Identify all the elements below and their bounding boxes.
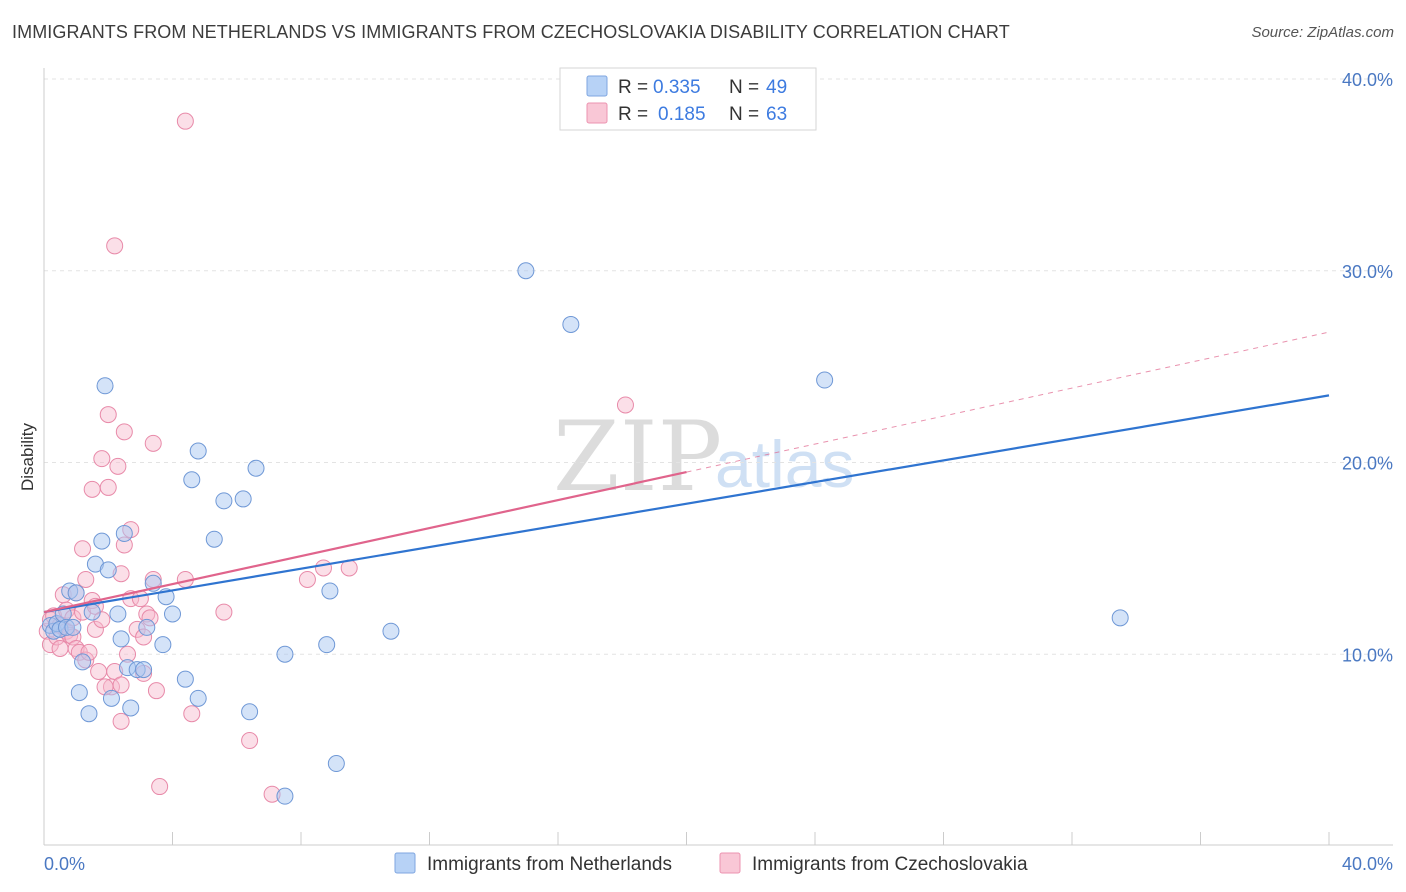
series-netherlands-points: [41, 262, 1129, 805]
czechoslovakia-point: [106, 237, 124, 255]
bottom-legend-label-netherlands: Immigrants from Netherlands: [427, 854, 672, 875]
netherlands-point: [816, 371, 834, 389]
y-tick-label: 20.0%: [1342, 454, 1393, 474]
y-tick-label: 40.0%: [1342, 70, 1393, 90]
netherlands-point: [205, 530, 223, 548]
bottom-legend: Immigrants from Netherlands Immigrants f…: [394, 852, 1028, 875]
czechoslovakia-point: [151, 778, 169, 796]
czechoslovakia-point: [83, 480, 101, 498]
y-tick-label: 10.0%: [1342, 645, 1393, 665]
czechoslovakia-point: [215, 603, 233, 621]
netherlands-point: [102, 689, 120, 707]
netherlands-trendline: [43, 394, 1330, 614]
czechoslovakia-point: [115, 423, 133, 441]
y-axis-title: Disability: [18, 422, 37, 491]
czechoslovakia-point: [147, 682, 165, 700]
czechoslovakia-point: [109, 457, 127, 475]
netherlands-point: [109, 605, 127, 623]
legend-n-value-netherlands: 49: [766, 77, 787, 98]
netherlands-point: [83, 603, 101, 621]
czechoslovakia-point: [144, 434, 162, 452]
netherlands-point: [64, 618, 82, 636]
czechoslovakia-point: [90, 663, 108, 681]
legend-n-label-czechoslovakia: N =: [729, 104, 759, 125]
y-tick-labels: 10.0% 20.0% 30.0% 40.0%: [1342, 70, 1393, 665]
netherlands-point: [138, 618, 156, 636]
czechoslovakia-point: [51, 639, 69, 657]
netherlands-point: [241, 703, 259, 721]
czechoslovakia-point: [99, 406, 117, 424]
netherlands-point: [276, 787, 294, 805]
x-tick-label-min: 0.0%: [44, 854, 85, 874]
netherlands-point: [164, 605, 181, 623]
netherlands-point: [189, 442, 207, 460]
netherlands-point: [67, 584, 85, 602]
czechoslovakia-point: [77, 570, 95, 588]
netherlands-point: [327, 755, 345, 773]
netherlands-point: [1111, 609, 1129, 627]
netherlands-point: [70, 684, 88, 702]
watermark-atlas: atlas: [715, 427, 854, 501]
x-tick-label-max: 40.0%: [1342, 854, 1393, 874]
legend-n-label-netherlands: N =: [729, 77, 759, 98]
legend-r-label-czechoslovakia: R =: [618, 104, 648, 125]
legend-n-value-czechoslovakia: 63: [766, 104, 787, 125]
legend-swatch-czechoslovakia: [586, 102, 608, 124]
czechoslovakia-point: [74, 540, 92, 558]
netherlands-point: [517, 262, 535, 280]
legend-r-value-czechoslovakia: 0.185: [658, 104, 706, 125]
netherlands-point: [99, 561, 117, 579]
netherlands-point: [215, 492, 233, 510]
legend-swatch-netherlands: [586, 75, 608, 97]
czechoslovakia-point: [112, 676, 130, 694]
chart-title: IMMIGRANTS FROM NETHERLANDS VS IMMIGRANT…: [12, 22, 1010, 42]
netherlands-point: [234, 490, 252, 508]
legend-r-value-netherlands: 0.335: [653, 77, 701, 98]
netherlands-point: [318, 636, 336, 654]
czechoslovakia-point: [86, 620, 104, 638]
netherlands-point: [276, 645, 294, 663]
netherlands-point: [96, 377, 114, 395]
x-axis-ticks: [172, 832, 1330, 845]
netherlands-point: [112, 630, 130, 648]
netherlands-point: [122, 699, 140, 717]
czechoslovakia-point: [99, 478, 117, 496]
netherlands-point: [154, 636, 172, 654]
chart-source: Source: ZipAtlas.com: [1251, 24, 1394, 41]
czechoslovakia-point: [93, 450, 111, 468]
bottom-legend-label-czechoslovakia: Immigrants from Czechoslovakia: [752, 854, 1028, 875]
bottom-legend-swatch-netherlands: [394, 852, 416, 874]
netherlands-point: [382, 622, 400, 640]
legend-r-label-netherlands: R =: [618, 77, 648, 98]
netherlands-point: [135, 661, 153, 679]
series-czechoslovakia-points: [38, 112, 634, 803]
netherlands-point: [562, 315, 580, 333]
czechoslovakia-point: [183, 705, 201, 723]
bottom-legend-swatch-czechoslovakia: [719, 852, 741, 874]
czechoslovakia-point: [112, 712, 130, 730]
czechoslovakia-point: [298, 570, 316, 588]
trendlines: [43, 331, 1330, 614]
netherlands-point: [115, 524, 133, 542]
netherlands-point: [74, 653, 92, 671]
netherlands-point: [189, 689, 207, 707]
czechoslovakia-point: [616, 396, 634, 414]
netherlands-point: [321, 582, 339, 600]
netherlands-point: [176, 670, 194, 688]
netherlands-point: [247, 459, 265, 477]
czechoslovakia-trendline: [43, 471, 687, 614]
netherlands-point: [93, 532, 111, 550]
czechoslovakia-point: [314, 559, 332, 577]
y-tick-label: 30.0%: [1342, 262, 1393, 282]
czechoslovakia-point: [176, 112, 194, 130]
top-legend: R = 0.335 N = 49 R = 0.185 N = 63: [559, 67, 817, 131]
netherlands-point: [80, 705, 98, 723]
netherlands-point: [183, 471, 201, 489]
czechoslovakia-point: [241, 732, 259, 750]
